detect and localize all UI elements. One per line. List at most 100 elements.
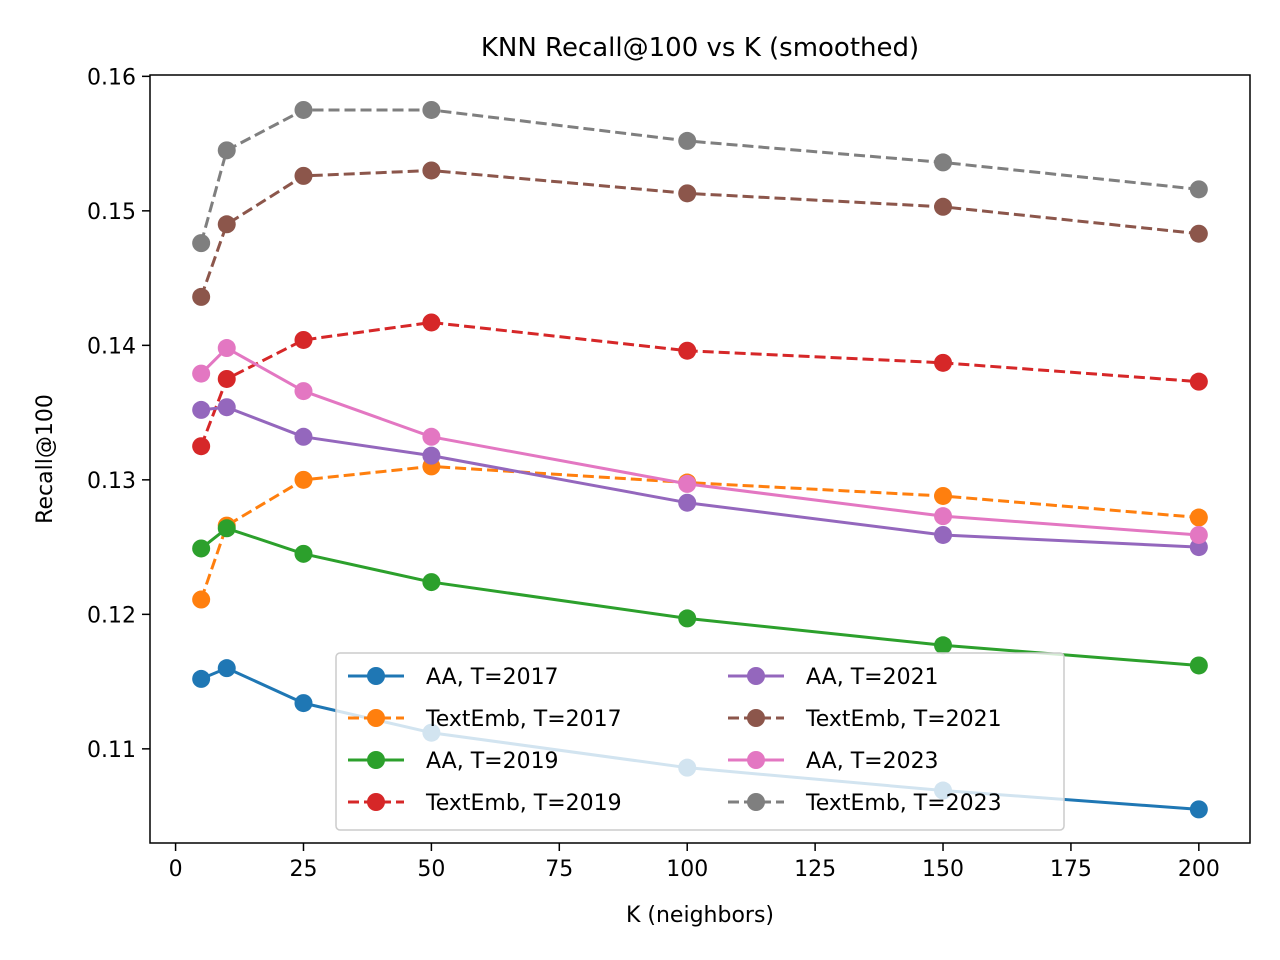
legend-item: AA, T=2017 <box>348 665 559 690</box>
data-point <box>1189 525 1208 544</box>
x-axis-label: K (neighbors) <box>626 903 774 928</box>
x-tick-label: 150 <box>922 857 964 882</box>
series-line <box>199 320 1199 447</box>
axis-ticks: 0 25 50 75 100 125 150 175 200 0.11 0.12 0.13 0.14 0.… <box>87 65 1220 882</box>
y-axis-label: Recall@100 <box>33 394 58 524</box>
legend-swatch-marker <box>367 667 385 685</box>
data-point <box>192 590 211 609</box>
data-point <box>294 100 313 119</box>
data-point <box>217 659 236 678</box>
data-point <box>217 215 236 234</box>
series-line <box>200 526 1199 667</box>
data-point <box>192 669 211 688</box>
series-3 <box>192 313 1208 456</box>
legend-label: TextEmb, T=2019 <box>425 791 622 816</box>
data-point <box>934 153 953 172</box>
series-line <box>199 169 1199 298</box>
legend-label: AA, T=2017 <box>426 665 559 690</box>
data-point <box>192 364 211 383</box>
data-point <box>422 161 441 180</box>
data-point <box>678 493 697 512</box>
data-point <box>934 507 953 526</box>
legend-swatch-marker <box>367 751 385 769</box>
data-point <box>192 539 211 558</box>
data-point <box>294 166 313 185</box>
legend-swatch-marker <box>747 751 765 769</box>
series-5 <box>192 161 1208 306</box>
data-point <box>934 353 953 372</box>
data-point <box>934 636 953 655</box>
data-point <box>1189 656 1208 675</box>
data-point <box>217 369 236 388</box>
data-point <box>678 131 697 150</box>
series-line <box>200 346 1199 537</box>
y-tick-label: 0.13 <box>87 469 136 494</box>
legend-label: AA, T=2021 <box>806 665 939 690</box>
legend-item: TextEmb, T=2017 <box>348 707 622 732</box>
data-point <box>294 330 313 349</box>
legend: AA, T=2017 TextEmb, T=2017 AA, T=2019 TextE… <box>335 652 1065 831</box>
y-tick-label: 0.14 <box>87 334 136 359</box>
legend-item: TextEmb, T=2021 <box>728 707 1002 732</box>
legend-item: AA, T=2021 <box>728 665 939 690</box>
data-point <box>1189 180 1208 199</box>
data-point <box>678 184 697 203</box>
legend-label: TextEmb, T=2023 <box>805 791 1002 816</box>
legend-swatch-marker <box>747 793 765 811</box>
data-point <box>294 544 313 563</box>
data-point <box>422 313 441 332</box>
y-tick-label: 0.11 <box>87 738 136 763</box>
axes-frame <box>149 74 1251 844</box>
legend-swatch-marker <box>747 709 765 727</box>
data-point <box>1189 508 1208 527</box>
series-6 <box>192 339 1208 544</box>
data-point <box>294 694 313 713</box>
x-tick-label: 125 <box>794 857 836 882</box>
legend-box <box>335 652 1065 831</box>
chart-title: KNN Recall@100 vs K (smoothed) <box>481 33 919 63</box>
data-point <box>422 573 441 592</box>
plot-area <box>192 100 1208 819</box>
data-point <box>934 486 953 505</box>
legend-swatch-marker <box>367 793 385 811</box>
legend-label: TextEmb, T=2017 <box>425 707 622 732</box>
data-point <box>678 609 697 628</box>
data-point <box>422 427 441 446</box>
data-point <box>1189 224 1208 243</box>
x-tick-label: 75 <box>545 857 573 882</box>
data-point <box>294 427 313 446</box>
data-point <box>192 234 211 253</box>
data-point <box>192 287 211 306</box>
series-7 <box>192 100 1208 253</box>
legend-swatch-marker <box>367 709 385 727</box>
legend-item: TextEmb, T=2019 <box>348 791 622 816</box>
y-tick-label: 0.16 <box>87 65 136 90</box>
series-2 <box>192 519 1208 675</box>
legend-label: AA, T=2019 <box>426 749 559 774</box>
data-point <box>422 446 441 465</box>
series-4 <box>192 398 1208 557</box>
data-point <box>1189 800 1208 819</box>
x-tick-label: 50 <box>417 857 445 882</box>
data-point <box>294 470 313 489</box>
x-tick-label: 200 <box>1178 857 1220 882</box>
data-point <box>217 398 236 417</box>
legend-item: TextEmb, T=2023 <box>728 791 1002 816</box>
data-point <box>678 341 697 360</box>
legend-item: AA, T=2019 <box>348 749 559 774</box>
legend-swatch-marker <box>747 667 765 685</box>
data-point <box>422 100 441 119</box>
data-point <box>192 437 211 456</box>
series-1 <box>192 457 1208 609</box>
data-point <box>192 400 211 419</box>
legend-label: AA, T=2023 <box>806 749 939 774</box>
x-tick-label: 100 <box>666 857 708 882</box>
series-line <box>199 108 1199 244</box>
y-tick-label: 0.12 <box>87 603 136 628</box>
data-point <box>294 382 313 401</box>
x-tick-label: 25 <box>289 857 317 882</box>
legend-item: AA, T=2023 <box>728 749 939 774</box>
data-point <box>217 339 236 358</box>
x-tick-label: 0 <box>169 857 183 882</box>
